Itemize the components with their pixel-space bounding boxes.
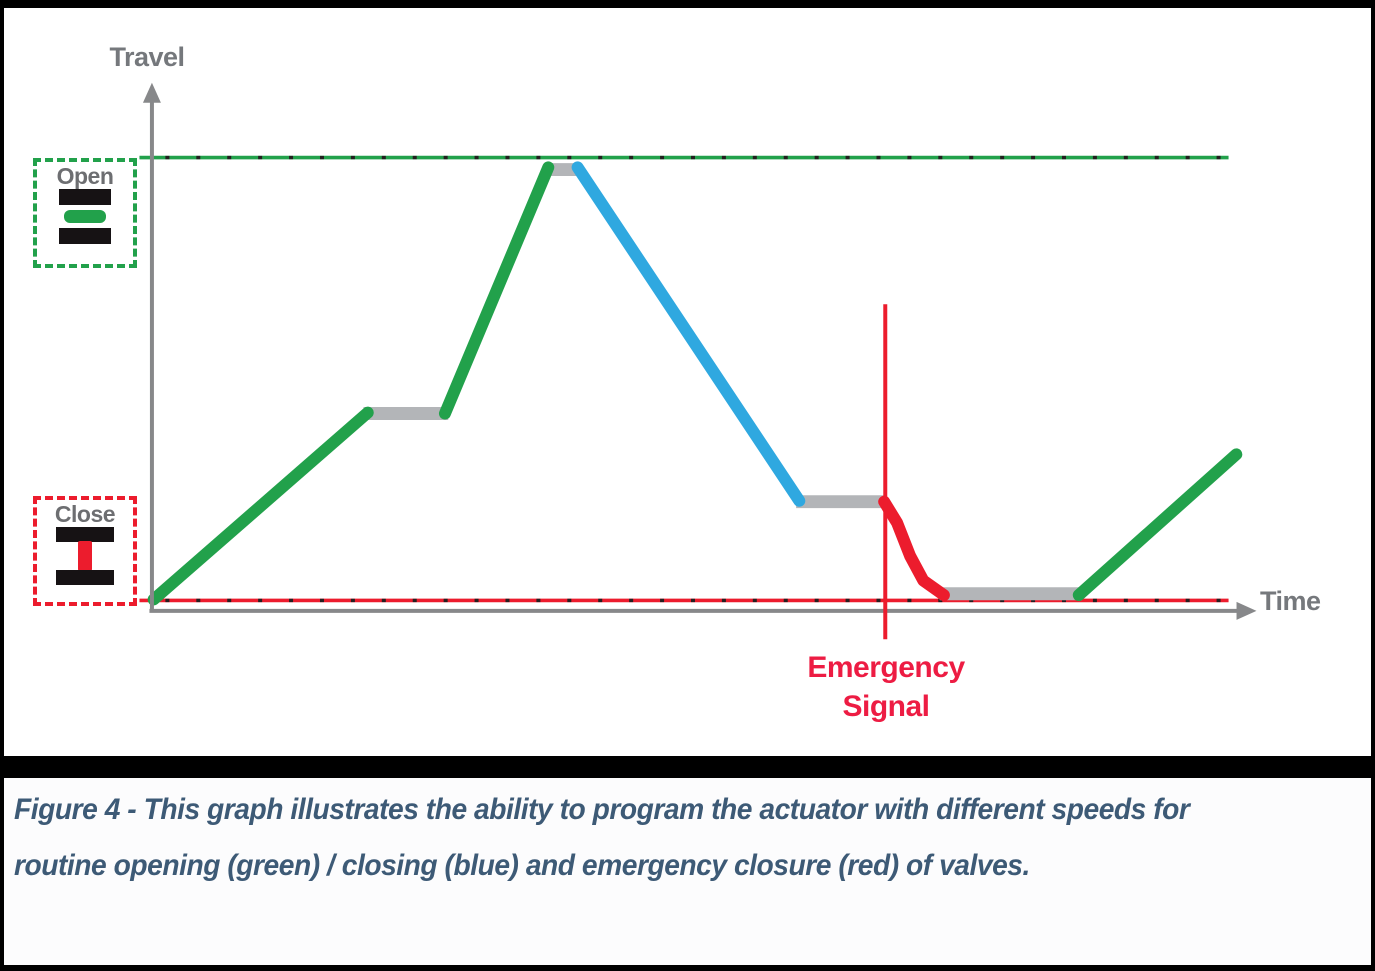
figure-caption: Figure 4 - This graph illustrates the ab… bbox=[4, 778, 1371, 965]
emergency-closure-ramp bbox=[878, 495, 950, 602]
closed-gate-shape bbox=[78, 541, 92, 571]
open-valve-icon bbox=[59, 189, 111, 244]
routine-opening-ramp-2 bbox=[438, 161, 555, 420]
open-state-legend-box: Open bbox=[33, 158, 137, 268]
travel-curve bbox=[147, 161, 1243, 606]
valve-seat-top bbox=[59, 189, 111, 205]
x-axis-arrow-icon bbox=[1236, 601, 1257, 620]
y-axis-arrow-icon bbox=[142, 82, 161, 103]
level-lines bbox=[139, 155, 1229, 603]
valve-seat-bottom bbox=[59, 228, 111, 244]
travel-time-chart bbox=[139, 82, 1257, 640]
open-label: Open bbox=[56, 163, 114, 189]
graph-panel: Travel Time Open Close Emergency Signal bbox=[4, 8, 1371, 756]
close-state-legend-box: Close bbox=[33, 496, 137, 606]
caption-line-2: routine opening (green) / closing (blue)… bbox=[14, 849, 1030, 882]
routine-opening-ramp-3 bbox=[1072, 448, 1243, 602]
valve-seat-bottom bbox=[56, 570, 114, 585]
routine-closing-ramp bbox=[571, 161, 806, 507]
close-label: Close bbox=[54, 501, 116, 527]
open-gate-shape bbox=[64, 210, 106, 223]
closed-valve-icon bbox=[56, 527, 114, 585]
routine-opening-ramp-1 bbox=[147, 406, 374, 606]
y-axis-title: Travel bbox=[109, 42, 185, 72]
emergency-signal-label-line1: Emergency bbox=[807, 651, 965, 684]
valve-seat-top bbox=[56, 527, 114, 542]
x-axis-title: Time bbox=[1260, 586, 1321, 616]
emergency-signal-label-line2: Signal bbox=[842, 690, 930, 723]
caption-line-1: Figure 4 - This graph illustrates the ab… bbox=[14, 793, 1190, 826]
emergency-signal-label: Emergency Signal bbox=[786, 648, 986, 726]
